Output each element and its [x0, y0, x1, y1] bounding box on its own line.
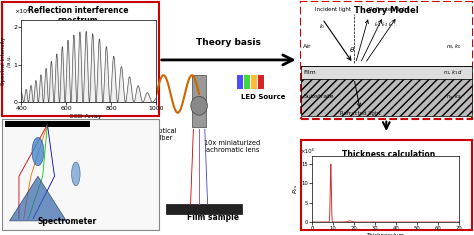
Polygon shape: [9, 176, 66, 221]
Bar: [258, 75, 264, 89]
Bar: [301, 140, 472, 230]
Text: ×10⁶: ×10⁶: [300, 149, 314, 154]
Y-axis label: Spectral Intensity
/a.u.: Spectral Intensity /a.u.: [1, 37, 12, 85]
Bar: [237, 75, 243, 89]
Text: $n_1, k_1 d$: $n_1, k_1 d$: [443, 68, 462, 77]
Text: Substrate: Substrate: [303, 94, 334, 99]
Text: Reflected light: Reflected light: [369, 7, 409, 12]
Text: $I_{r1}$ $I_{r2}$ $I_{r...}$: $I_{r1}$ $I_{r2}$ $I_{r...}$: [374, 20, 399, 29]
Bar: [301, 66, 472, 79]
X-axis label: Thickness/μm: Thickness/μm: [366, 233, 404, 235]
Text: $\theta$: $\theta$: [349, 45, 355, 54]
Bar: [2, 119, 159, 230]
Text: Thickness calculation
core algorithm: Thickness calculation core algorithm: [340, 98, 433, 118]
Ellipse shape: [32, 137, 44, 166]
Bar: [166, 204, 242, 214]
Text: Refracted light: Refracted light: [340, 111, 381, 117]
Bar: [5, 121, 90, 127]
Bar: [301, 2, 472, 119]
Text: Theory basis: Theory basis: [196, 38, 261, 47]
Ellipse shape: [191, 96, 207, 115]
Text: $n_0, k_0$: $n_0, k_0$: [447, 43, 462, 51]
Bar: [2, 2, 159, 116]
Y-axis label: $P_{zs}$: $P_{zs}$: [291, 184, 300, 194]
Bar: [301, 79, 472, 116]
Text: $n_s, ks$: $n_s, ks$: [447, 92, 462, 101]
Bar: [244, 75, 250, 89]
Text: CCD Array: CCD Array: [69, 114, 101, 119]
Text: Air: Air: [303, 44, 312, 49]
Bar: [251, 75, 257, 89]
Text: $I_0$: $I_0$: [319, 23, 325, 31]
Text: Thickness calculation
result: Thickness calculation result: [342, 150, 435, 170]
Text: Incident light: Incident light: [315, 7, 351, 12]
Text: Film sample: Film sample: [187, 213, 239, 222]
Bar: [301, 2, 472, 66]
Text: Optical
fiber: Optical fiber: [154, 128, 178, 141]
Text: ×10⁴: ×10⁴: [15, 9, 30, 14]
Ellipse shape: [72, 162, 80, 186]
Text: Theory Model: Theory Model: [354, 6, 419, 15]
Text: Reflection interference
spectrum: Reflection interference spectrum: [28, 6, 128, 25]
Text: LED Source: LED Source: [241, 94, 285, 100]
Text: Spectrometer: Spectrometer: [38, 217, 97, 226]
Text: Film: Film: [303, 70, 316, 75]
Bar: [192, 75, 206, 127]
Text: 10x miniaturized
achromatic lens: 10x miniaturized achromatic lens: [204, 140, 260, 153]
